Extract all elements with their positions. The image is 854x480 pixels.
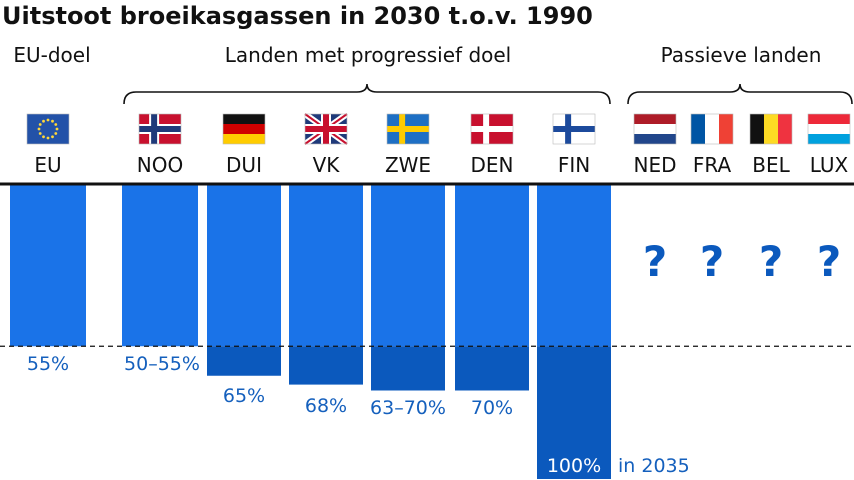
germany-flag-icon: [222, 113, 266, 145]
value-label-fin: 100%: [547, 455, 601, 477]
value-label-noo: 50–55%: [124, 353, 200, 375]
bar-extension-den: [455, 346, 529, 391]
bar-fin: [537, 184, 611, 347]
value-label-den: 70%: [471, 397, 513, 419]
bar-eu: [10, 184, 86, 347]
group-brace-1: [123, 83, 611, 105]
bar-extension-fin: [537, 346, 611, 479]
category-label-zwe: ZWE: [385, 153, 431, 177]
category-label-eu: EU: [34, 153, 61, 177]
category-label-bel: BEL: [752, 153, 790, 177]
bar-dui: [207, 184, 281, 347]
netherlands-flag-icon: [633, 113, 677, 145]
norway-flag-icon: [138, 113, 182, 145]
category-label-vk: VK: [313, 153, 341, 177]
value-labels: 55% 50–55% 65% 68% 63–70% 70% 100%??? ? in 2035: [27, 237, 841, 477]
france-flag-icon: [690, 113, 734, 145]
bar-noo: [122, 184, 198, 347]
group-label-1: Landen met progressief doel: [225, 43, 511, 67]
category-label-dui: DUI: [226, 153, 262, 177]
value-label-vk: 68%: [305, 395, 347, 417]
group-brace-2: [627, 83, 853, 105]
belgium-flag-icon: [749, 113, 793, 145]
category-label-fin: FIN: [558, 153, 590, 177]
category-label-den: DEN: [471, 153, 514, 177]
category-label-fra: FRA: [693, 153, 732, 177]
value-label-bel: ?: [759, 237, 783, 286]
uk-flag-icon: [303, 111, 349, 147]
group-label-2: Passieve landen: [661, 43, 822, 67]
group-label-0: EU-doel: [13, 43, 90, 67]
value-label-ned: ?: [643, 237, 667, 286]
value-label-dui: 65%: [223, 385, 265, 407]
group-headers: EU-doel Landen met progressief doel Passie…: [13, 43, 853, 105]
eu-flag-icon: [26, 113, 70, 145]
category-labels: EU NOO DUI VK ZWE DEN FIN NED FRA BEL LUX: [34, 153, 848, 177]
bar-extension-zwe: [371, 346, 445, 391]
denmark-flag-icon: [470, 113, 514, 145]
category-label-noo: NOO: [137, 153, 183, 177]
sweden-flag-icon: [386, 113, 430, 145]
bar-extension-dui: [207, 346, 281, 376]
flag-row: [26, 111, 851, 147]
value-label-eu: 55%: [27, 353, 69, 375]
luxembourg-flag-icon: [807, 113, 851, 145]
value-label-lux: ?: [817, 237, 841, 286]
value-label-zwe: 63–70%: [370, 397, 446, 419]
value-label-fra: ?: [700, 237, 724, 286]
category-label-ned: NED: [634, 153, 677, 177]
bar-vk: [289, 184, 363, 347]
bar-extension-vk: [289, 346, 363, 385]
category-label-lux: LUX: [810, 153, 849, 177]
chart-title: Uitstoot broeikasgassen in 2030 t.o.v. 1…: [2, 2, 593, 30]
bar-zwe: [371, 184, 445, 347]
bars: [10, 184, 611, 479]
annotation-0: in 2035: [618, 455, 690, 477]
finland-flag-icon: [552, 113, 596, 145]
bar-den: [455, 184, 529, 347]
